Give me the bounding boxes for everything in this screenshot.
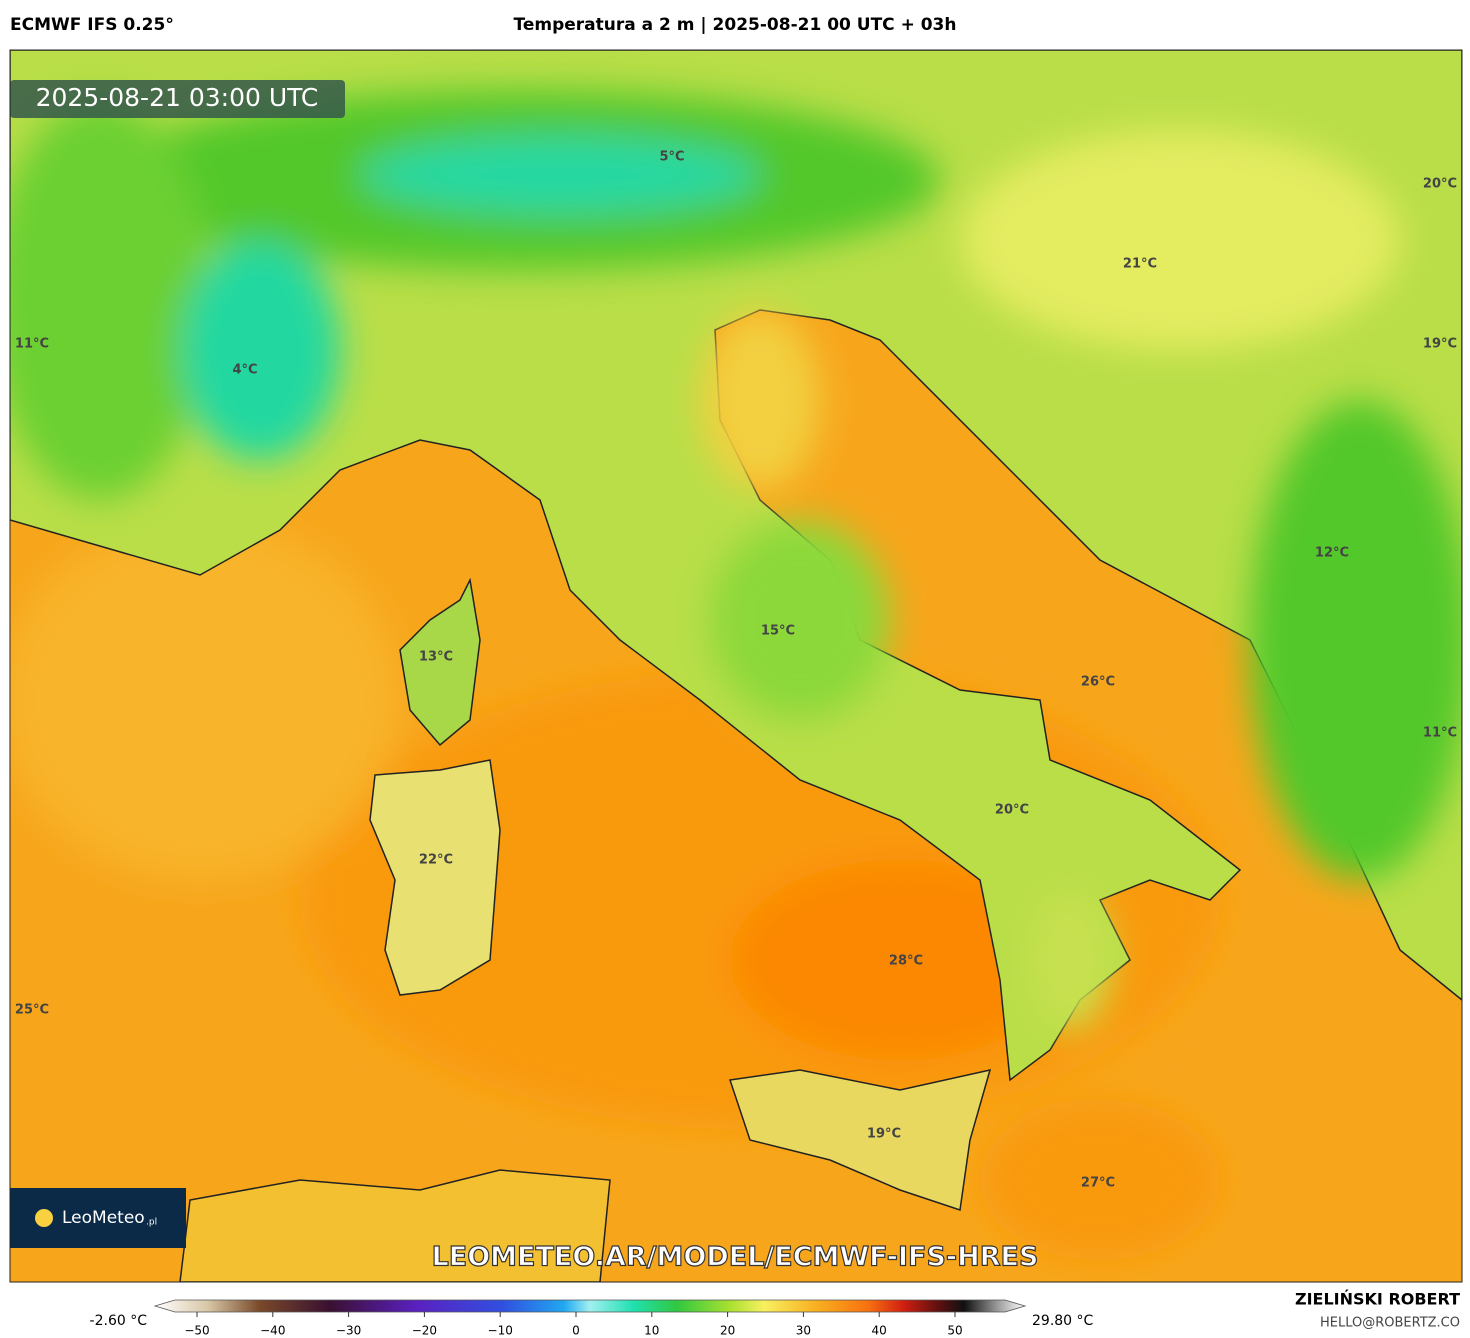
temperature-label: 22°C <box>419 853 453 868</box>
temperature-label: 5°C <box>659 150 684 165</box>
min-label: -2.60 °C <box>90 1313 148 1329</box>
logo-suffix: .pl <box>146 1218 157 1228</box>
temperature-label: 19°C <box>1423 337 1457 352</box>
colorbar-tick-label: 10 <box>644 1324 659 1338</box>
temperature-label: 15°C <box>761 624 795 639</box>
temperature-label: 19°C <box>867 1127 901 1142</box>
temperature-label: 25°C <box>15 1003 49 1018</box>
email: HELLO@ROBERTZ.CO <box>1320 1316 1460 1331</box>
sardinia <box>369 759 501 996</box>
north-africa <box>179 1169 611 1282</box>
temperature-label: 13°C <box>419 650 453 665</box>
colorbar-tick-label: 0 <box>572 1324 580 1338</box>
model-name: ECMWF IFS 0.25° <box>10 15 174 35</box>
temperature-label: 27°C <box>1081 1176 1115 1191</box>
temperature-label: 20°C <box>995 803 1029 818</box>
colorbar-tick-label: −40 <box>260 1324 285 1338</box>
temperature-label: 20°C <box>1423 177 1457 192</box>
corsica <box>399 577 481 747</box>
colorbar-ticks: −50 −40 −30 −20 −10 0 10 20 30 40 50 <box>184 1312 963 1338</box>
colorbar-tick-label: 30 <box>796 1324 811 1338</box>
map-title: Temperatura a 2 m | 2025-08-21 00 UTC + … <box>514 15 957 35</box>
temperature-labels: 5°C 20°C 21°C 11°C 19°C 4°C 12°C 13°C 15°C 26°C 11… <box>15 150 1457 1191</box>
temperature-label: 28°C <box>889 954 923 969</box>
map-frame <box>9 49 1463 1283</box>
colorbar-tick-label: −50 <box>184 1324 209 1338</box>
temperature-label: 11°C <box>1423 726 1457 741</box>
timestamp-box <box>10 80 345 118</box>
colorbar-tick-label: 50 <box>947 1324 962 1338</box>
temperature-label: 11°C <box>15 337 49 352</box>
colorbar-tick-label: −20 <box>412 1324 437 1338</box>
logo-sun <box>35 1209 53 1227</box>
logo-text: LeoMeteo <box>62 1208 145 1228</box>
colorbar-tick-label: 20 <box>720 1324 735 1338</box>
colorbar-tick-label: 40 <box>872 1324 887 1338</box>
author: ZIELIŃSKI ROBERT <box>1295 1290 1460 1309</box>
sicily <box>729 1068 992 1211</box>
temperature-label: 26°C <box>1081 675 1115 690</box>
source-url: LEOMETEO.AR/MODEL/ECMWF-IFS-HRES <box>432 1242 1039 1273</box>
temperature-label: 12°C <box>1315 546 1349 561</box>
colorbar <box>153 1299 1027 1313</box>
colorbar-tick-label: −30 <box>336 1324 361 1338</box>
temperature-label: 4°C <box>232 363 257 378</box>
colorbar-tick-label: −10 <box>488 1324 513 1338</box>
temperature-label: 21°C <box>1123 257 1157 272</box>
map: 2025-08-21 03:00 UTC 5°C 20°C 21°C 11°C 19°C… <box>10 50 1462 1282</box>
timestamp: 2025-08-21 03:00 UTC <box>36 83 319 112</box>
max-label: 29.80 °C <box>1032 1313 1094 1329</box>
